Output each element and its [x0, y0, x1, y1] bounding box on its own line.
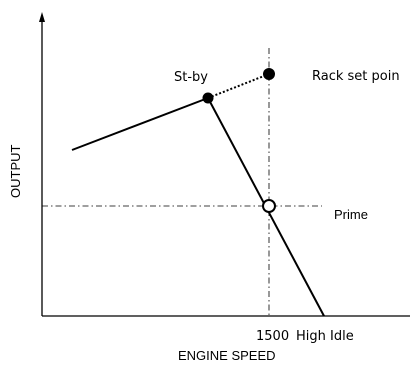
x-axis-title: ENGINE SPEED: [178, 348, 276, 363]
rack-set-point-label: Rack set poin: [312, 69, 400, 84]
prime-point: [262, 199, 276, 213]
rising-output-line: [71, 97, 209, 151]
rack-offset-dotted-line: [207, 73, 270, 99]
standby-label: St-by: [174, 70, 208, 85]
y-axis-title: OUTPUT: [8, 145, 23, 199]
prime-label: Prime: [334, 207, 368, 222]
high-idle-label: High Idle: [296, 329, 354, 344]
speed-value-label: 1500: [256, 329, 289, 344]
y-axis-arrowhead: [39, 12, 45, 22]
rack-set-point: [263, 68, 275, 80]
standby-point: [202, 92, 214, 104]
